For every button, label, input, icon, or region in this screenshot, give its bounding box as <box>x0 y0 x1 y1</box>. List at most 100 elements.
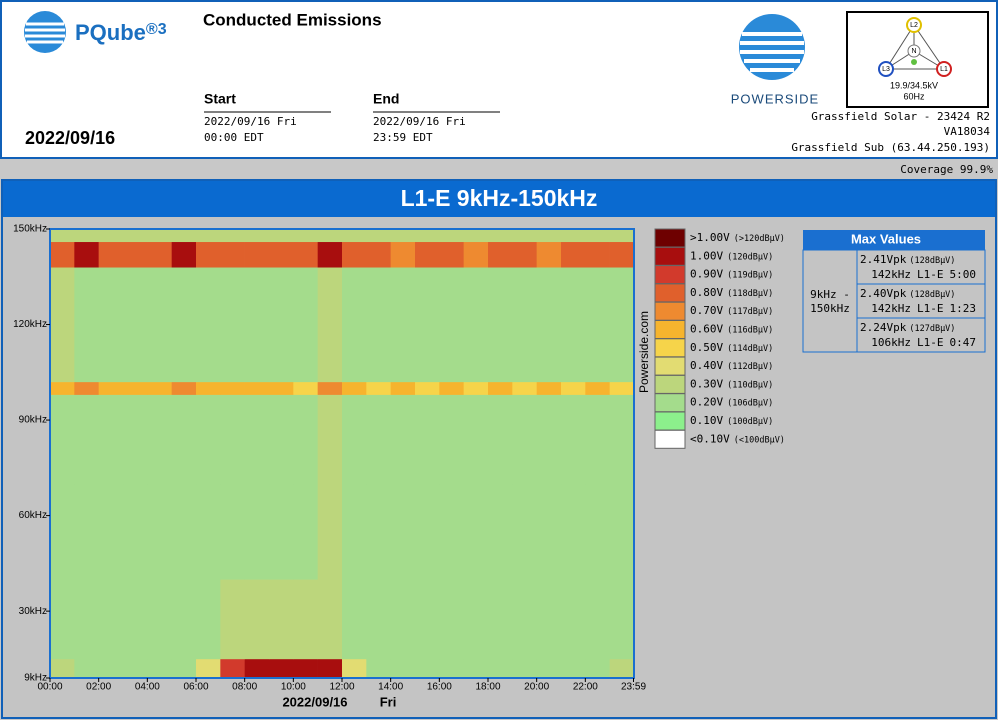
heat-cell <box>561 658 586 679</box>
heat-cell <box>171 658 197 679</box>
y-tick-label: 90kHz <box>19 415 47 426</box>
heat-cell <box>98 267 124 383</box>
heat-cell <box>220 483 245 580</box>
site-line: Grassfield Solar - 23424 R2 <box>811 110 990 123</box>
heat-cell <box>342 381 367 395</box>
heat-cell <box>439 267 464 383</box>
pqube-logo <box>24 11 66 53</box>
legend-label: 0.20V (106dBµV) <box>690 396 773 409</box>
legend-db: (<100dBµV) <box>734 435 785 445</box>
legend-label: 0.30V (110dBµV) <box>690 377 773 390</box>
heat-cell <box>415 658 440 679</box>
legend-db: (106dBµV) <box>727 398 773 408</box>
heat-cell <box>463 229 489 243</box>
y-tick-label: 120kHz <box>13 319 47 330</box>
heat-cell <box>269 381 294 395</box>
heat-cell <box>439 579 464 660</box>
heat-cell <box>74 579 99 660</box>
heat-cell <box>220 241 245 268</box>
heat-cell <box>98 483 124 580</box>
legend-label: >1.00V (>120dBµV) <box>690 231 785 244</box>
heat-cell <box>50 381 75 395</box>
heat-cell <box>244 381 270 395</box>
heat-cell <box>415 267 440 383</box>
x-axis-label: Fri <box>380 694 397 709</box>
max-value: 2.41Vpk (128dBµV) <box>860 253 955 266</box>
heat-cell <box>171 241 197 268</box>
heat-cell <box>123 229 148 243</box>
heat-cell <box>244 579 270 660</box>
max-cell <box>856 317 986 353</box>
heat-cell <box>585 394 610 485</box>
heat-cell <box>50 241 75 268</box>
legend-db: (116dBµV) <box>727 325 773 335</box>
heat-cell <box>98 241 124 268</box>
legend-value: 0.70V <box>690 304 723 317</box>
heat-cell <box>415 241 440 268</box>
x-tick-label: 10:00 <box>281 682 306 693</box>
heat-cell <box>512 394 537 485</box>
legend-db: (110dBµV) <box>727 380 773 390</box>
legend-label: 0.80V (118dBµV) <box>690 286 773 299</box>
heat-cell <box>561 381 586 395</box>
x-tick-label: 14:00 <box>378 682 403 693</box>
heat-cell <box>488 381 513 395</box>
x-tick-label: 20:00 <box>524 682 549 693</box>
max-time: 0:47 <box>950 336 977 349</box>
heat-cell <box>74 658 99 679</box>
legend-swatch <box>654 228 686 248</box>
legend-label: 0.70V (117dBµV) <box>690 304 773 317</box>
legend-label: 1.00V (120dBµV) <box>690 249 773 262</box>
heat-cell <box>439 483 464 580</box>
max-vpk: 2.40Vpk <box>860 287 907 300</box>
legend-swatch <box>654 374 686 394</box>
heat-cell <box>536 267 562 383</box>
max-db: (127dBµV) <box>909 324 955 334</box>
heat-cell <box>293 229 318 243</box>
legend-db: (114dBµV) <box>727 343 773 353</box>
band-label: 9kHz - <box>810 288 850 301</box>
legend-value: 0.30V <box>690 377 723 390</box>
heat-cell <box>536 483 562 580</box>
band-cell <box>802 249 858 353</box>
heat-cell <box>536 658 562 679</box>
heat-cell <box>488 579 513 660</box>
heat-cell <box>561 394 586 485</box>
heat-cell <box>220 579 245 660</box>
legend-swatch <box>654 338 686 358</box>
heat-cell <box>512 229 537 243</box>
max-values-header <box>803 230 985 250</box>
heat-cell <box>244 658 270 679</box>
heat-cell <box>147 241 172 268</box>
heat-cell <box>293 394 318 485</box>
phase-label: L2 <box>910 22 918 29</box>
heat-cell <box>171 229 197 243</box>
heat-cell <box>171 579 197 660</box>
legend-value: 1.00V <box>690 249 723 262</box>
max-channel: L1-E <box>917 336 944 349</box>
heat-cell <box>317 267 343 383</box>
legend-value: 0.80V <box>690 286 723 299</box>
heat-cell <box>512 658 537 679</box>
heat-cell <box>123 658 148 679</box>
heat-cell <box>463 658 489 679</box>
legend-label: 0.50V (114dBµV) <box>690 341 773 354</box>
legend-swatch <box>654 283 686 303</box>
legend-value: >1.00V <box>690 231 730 244</box>
heat-cell <box>415 483 440 580</box>
heat-cell <box>609 267 635 383</box>
heat-cell <box>585 267 610 383</box>
heat-cell <box>439 229 464 243</box>
heat-cell <box>147 229 172 243</box>
heat-cell <box>123 394 148 485</box>
heat-cell <box>342 267 367 383</box>
heat-cell <box>609 229 635 243</box>
heat-cell <box>536 241 562 268</box>
legend-swatch <box>654 320 686 339</box>
heat-cell <box>123 267 148 383</box>
heat-cell <box>269 241 294 268</box>
legend-swatch <box>654 246 686 266</box>
report-title: Conducted Emissions <box>203 10 382 29</box>
powerside-logo <box>739 14 805 80</box>
